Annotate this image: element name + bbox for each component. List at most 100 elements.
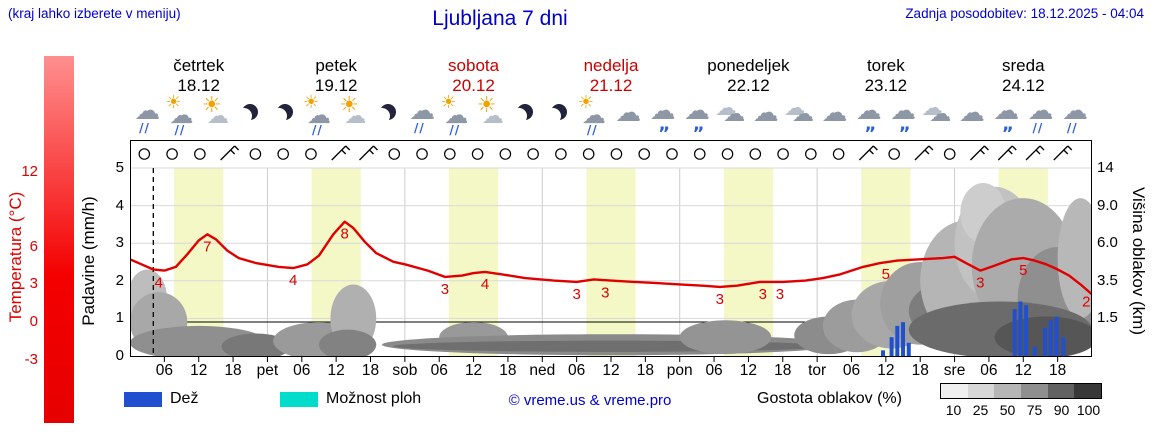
- rain-streaks-icon: //: [1066, 121, 1078, 135]
- rain-streaks-icon: //: [311, 123, 323, 137]
- hour-label: 06: [293, 362, 311, 379]
- weather-icon-rain-sun: ☀ ☁//: [165, 94, 199, 138]
- calm-wind-icon: [499, 148, 512, 160]
- cloud-density-legend-label: Gostota oblakov (%): [757, 390, 902, 407]
- day-header-4: nedelja 21.12: [584, 56, 639, 96]
- day-name: nedelja: [583, 56, 639, 75]
- day-name: ponedeljek: [707, 56, 790, 75]
- hour-label: 18: [361, 362, 380, 379]
- rain-cloud-icon: ☁: [1061, 96, 1088, 126]
- hour-label: 06: [568, 362, 586, 379]
- day-abbrev-ned: ned: [529, 362, 556, 379]
- location-hint: (kraj lahko izberete v meniju): [8, 6, 181, 21]
- weather-icon-drizzle: ☁ „: [989, 94, 1023, 138]
- density-scale-segment-10: [941, 384, 968, 398]
- sun-icon: ☀: [165, 92, 182, 113]
- drizzle-cloud-icon: ☁: [649, 96, 676, 126]
- page-title: Ljubljana 7 dni: [432, 7, 568, 30]
- weather-icon-cloud2: ☁ ☁: [714, 94, 748, 138]
- drizzle-marks-icon: „: [864, 114, 877, 135]
- day-date: 22.12: [727, 76, 770, 95]
- weather-icon-moon: [542, 94, 576, 138]
- weather-icon-moon: [268, 94, 302, 138]
- calm-wind-icon: [638, 148, 651, 160]
- moon-icon: [551, 104, 567, 120]
- calm-wind-icon: [610, 148, 623, 160]
- wind-symbol-row: [138, 145, 1073, 161]
- drizzle-marks-icon: „: [1002, 114, 1014, 135]
- calm-wind-icon: [721, 148, 734, 160]
- hour-label: 12: [877, 362, 895, 379]
- weather-icon-moon: [508, 94, 542, 138]
- rain-cloud-icon: ☁: [1027, 96, 1054, 126]
- cloud-tick-9.0: 9.0: [1097, 196, 1118, 214]
- weather-icon-cloud: ☁: [817, 94, 851, 138]
- cloud-tick-1.5: 1.5: [1097, 309, 1118, 327]
- precip-tick-2: 2: [115, 271, 124, 289]
- svg-text:3: 3: [572, 286, 580, 303]
- rain-legend-label: Dež: [170, 390, 199, 407]
- precip-tick-3: 3: [115, 234, 124, 252]
- cloud-tick-3.5: 3.5: [1097, 271, 1118, 289]
- calm-wind-icon: [777, 148, 789, 160]
- density-scale-value: 100: [1076, 402, 1101, 418]
- weather-icon-moon: [233, 94, 267, 138]
- density-scale-value: 50: [999, 402, 1016, 418]
- day-header-2: petek 19.12: [315, 56, 358, 96]
- hour-label: 06: [705, 362, 723, 379]
- hour-label: 18: [1049, 362, 1067, 379]
- hour-label: 18: [636, 362, 654, 379]
- svg-text:8: 8: [341, 226, 349, 243]
- day-date: 21.12: [589, 76, 633, 95]
- weather-icon-rain: ☁//: [1023, 94, 1057, 138]
- calm-wind-icon: [194, 148, 206, 160]
- calm-wind-icon: [527, 148, 539, 160]
- weather-icon-sun-cloud: ☀ ☁: [336, 94, 370, 138]
- cloud-icon: ☁: [791, 102, 814, 127]
- density-scale-segment-50: [994, 384, 1022, 398]
- temp-tick-12: 12: [21, 162, 38, 180]
- drizzle-cloud-icon: ☁: [683, 96, 710, 126]
- showers-legend-label: Možnost ploh: [326, 390, 422, 407]
- wind-barb-icon: [1025, 145, 1045, 161]
- rain-bars: [880, 301, 1066, 356]
- weather-icon-rain-sun: ☀ ☁//: [439, 94, 473, 138]
- wind-barb-icon: [359, 145, 378, 161]
- weather-icon-cloud2: ☁ ☁: [920, 94, 954, 138]
- drizzle-marks-icon: „: [658, 114, 671, 135]
- drizzle-cloud-icon: ☁: [855, 96, 882, 126]
- calm-wind-icon: [943, 148, 956, 160]
- calm-wind-icon: [582, 148, 595, 160]
- hour-label: 06: [842, 362, 861, 379]
- weather-icon-sun-cloud: ☀ ☁: [199, 94, 233, 138]
- hour-label: 06: [430, 362, 448, 379]
- rain-cloud-icon: ☁: [134, 96, 161, 126]
- calm-wind-icon: [693, 148, 706, 160]
- cloud-icon: ☁: [929, 102, 952, 127]
- rain-cloud-icon: ☁: [169, 101, 194, 129]
- day-abbrev-tor: tor: [808, 362, 827, 379]
- calm-wind-icon: [749, 148, 762, 160]
- weather-icon-rain-sun: ☀ ☁//: [302, 94, 336, 138]
- day-name: petek: [315, 56, 357, 75]
- density-scale-value: 10: [945, 402, 962, 418]
- day-header-6: torek 23.12: [865, 56, 908, 96]
- weather-icon-drizzle: ☁ „: [886, 94, 920, 138]
- calm-wind-icon: [888, 148, 900, 160]
- day-abbrev-sre: sre: [943, 362, 966, 379]
- rain-cloud-icon: ☁: [581, 101, 606, 129]
- precip-tick-5: 5: [115, 159, 124, 176]
- temp-tick--3: -3: [24, 350, 38, 368]
- calm-wind-icon: [805, 148, 817, 160]
- density-scale-segment-25: [967, 384, 995, 398]
- weather-icon-drizzle: ☁ „: [646, 94, 680, 138]
- drizzle-cloud-icon: ☁: [993, 96, 1020, 126]
- cloud-icon: ☁: [481, 104, 504, 129]
- density-scale-segment-75: [1021, 384, 1048, 398]
- cloud-icon: ☁: [958, 98, 985, 128]
- wind-barb-icon: [914, 145, 934, 161]
- svg-text:4: 4: [289, 272, 297, 289]
- day-date: 18.12: [177, 76, 220, 95]
- credit-link[interactable]: © vreme.us & vreme.pro: [508, 392, 672, 409]
- svg-text:3: 3: [976, 275, 984, 292]
